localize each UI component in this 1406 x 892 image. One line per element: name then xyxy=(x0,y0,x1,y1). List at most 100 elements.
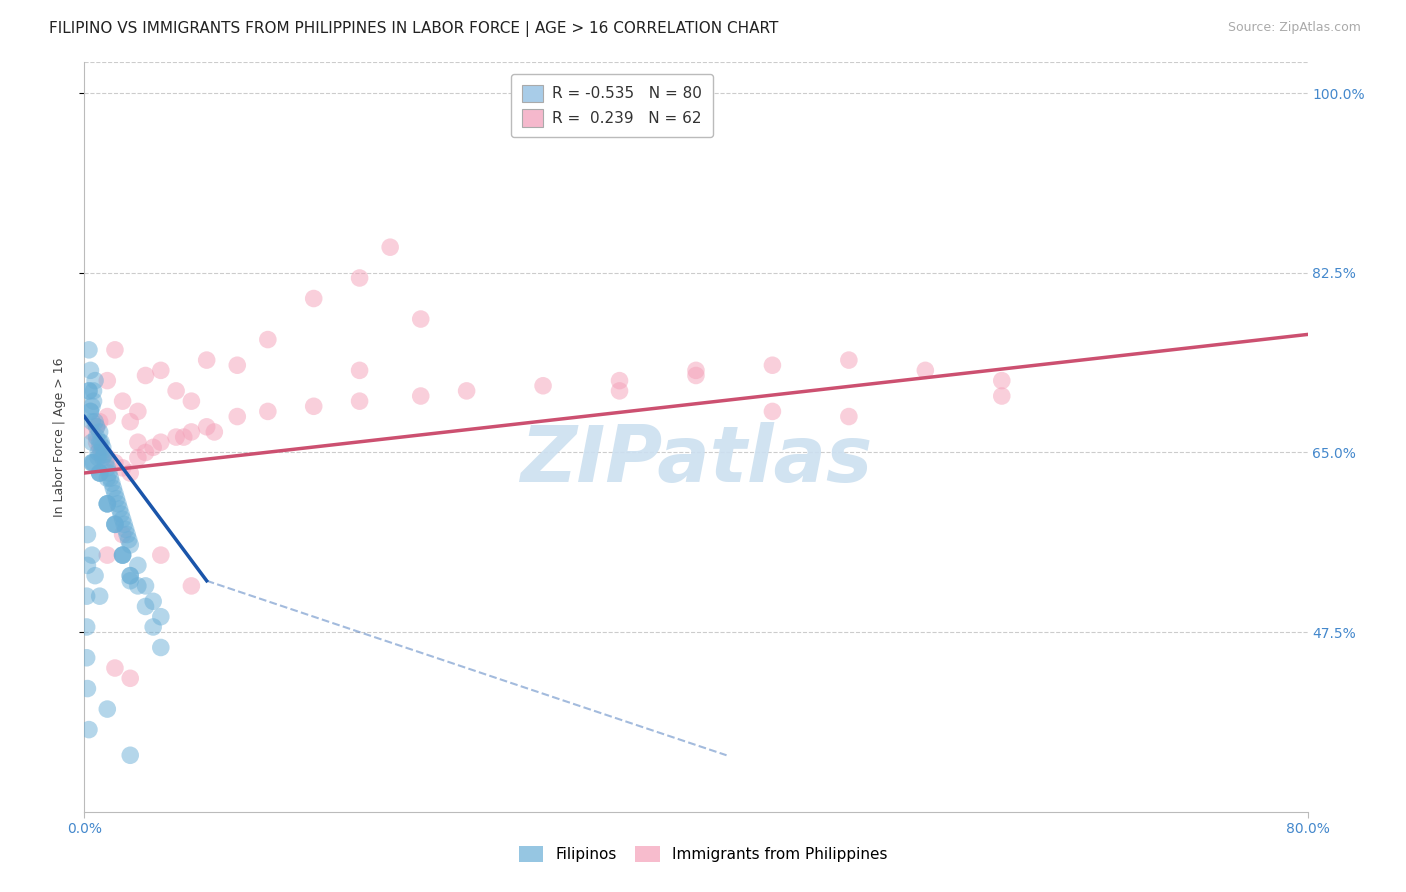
Point xyxy=(76,650,98,665)
Point xyxy=(120,568,142,582)
Point xyxy=(111,548,134,562)
Point xyxy=(89,441,111,455)
Point xyxy=(165,430,187,444)
Point xyxy=(127,558,149,573)
Point xyxy=(76,558,98,573)
Point xyxy=(77,343,100,357)
Point xyxy=(77,384,100,398)
Point xyxy=(89,589,111,603)
Point xyxy=(110,507,132,521)
Point xyxy=(173,430,195,444)
Point xyxy=(96,471,118,485)
Point xyxy=(761,358,783,372)
Point xyxy=(838,409,860,424)
Point xyxy=(108,502,131,516)
Point xyxy=(914,363,936,377)
Point xyxy=(89,425,111,439)
Point xyxy=(96,374,118,388)
Point xyxy=(96,702,118,716)
Point xyxy=(991,374,1014,388)
Point xyxy=(127,579,149,593)
Point xyxy=(609,384,631,398)
Text: ZIPatlas: ZIPatlas xyxy=(520,422,872,498)
Point xyxy=(80,425,103,439)
Legend: Filipinos, Immigrants from Philippines: Filipinos, Immigrants from Philippines xyxy=(513,839,893,868)
Point xyxy=(202,425,225,439)
Point xyxy=(83,456,105,470)
Point xyxy=(84,568,107,582)
Point xyxy=(80,456,103,470)
Point xyxy=(142,620,165,634)
Point xyxy=(135,445,157,459)
Point xyxy=(111,512,134,526)
Point xyxy=(135,579,157,593)
Point xyxy=(149,609,172,624)
Point xyxy=(104,486,127,500)
Point xyxy=(195,353,218,368)
Point xyxy=(111,394,134,409)
Point xyxy=(111,548,134,562)
Point xyxy=(120,466,142,480)
Point xyxy=(77,384,100,398)
Point xyxy=(165,384,187,398)
Point xyxy=(89,415,111,429)
Point xyxy=(149,640,172,655)
Point xyxy=(96,409,118,424)
Point xyxy=(87,450,110,465)
Point xyxy=(96,548,118,562)
Point xyxy=(135,368,157,383)
Point xyxy=(302,292,325,306)
Point xyxy=(349,394,371,409)
Point xyxy=(89,435,111,450)
Point xyxy=(111,461,134,475)
Point xyxy=(79,404,101,418)
Point xyxy=(80,548,103,562)
Point xyxy=(96,497,118,511)
Point xyxy=(83,384,105,398)
Point xyxy=(120,748,142,763)
Point xyxy=(257,404,280,418)
Point xyxy=(97,466,120,480)
Point xyxy=(531,378,554,392)
Point xyxy=(76,620,98,634)
Point xyxy=(127,450,149,465)
Point xyxy=(79,363,101,377)
Point xyxy=(96,497,118,511)
Point xyxy=(84,374,107,388)
Point xyxy=(96,450,118,465)
Point xyxy=(135,599,157,614)
Point xyxy=(104,517,127,532)
Point xyxy=(103,482,125,496)
Point xyxy=(114,523,136,537)
Point xyxy=(685,368,707,383)
Point xyxy=(80,456,103,470)
Point xyxy=(149,435,172,450)
Point xyxy=(87,445,110,459)
Point xyxy=(86,419,108,434)
Point xyxy=(91,441,114,455)
Point xyxy=(76,589,98,603)
Point xyxy=(409,312,432,326)
Point xyxy=(94,456,117,470)
Point xyxy=(80,415,103,429)
Point xyxy=(120,671,142,685)
Point xyxy=(349,363,371,377)
Point xyxy=(111,527,134,541)
Point xyxy=(685,363,707,377)
Point xyxy=(120,415,142,429)
Point xyxy=(180,425,202,439)
Point xyxy=(195,419,218,434)
Point xyxy=(120,568,142,582)
Point xyxy=(91,450,114,465)
Point xyxy=(115,527,138,541)
Point xyxy=(79,404,101,418)
Point xyxy=(609,374,631,388)
Point xyxy=(105,491,128,506)
Point xyxy=(180,394,202,409)
Point xyxy=(90,445,112,459)
Point xyxy=(104,517,127,532)
Point xyxy=(226,409,249,424)
Point xyxy=(80,399,103,413)
Point xyxy=(142,441,165,455)
Point xyxy=(107,497,129,511)
